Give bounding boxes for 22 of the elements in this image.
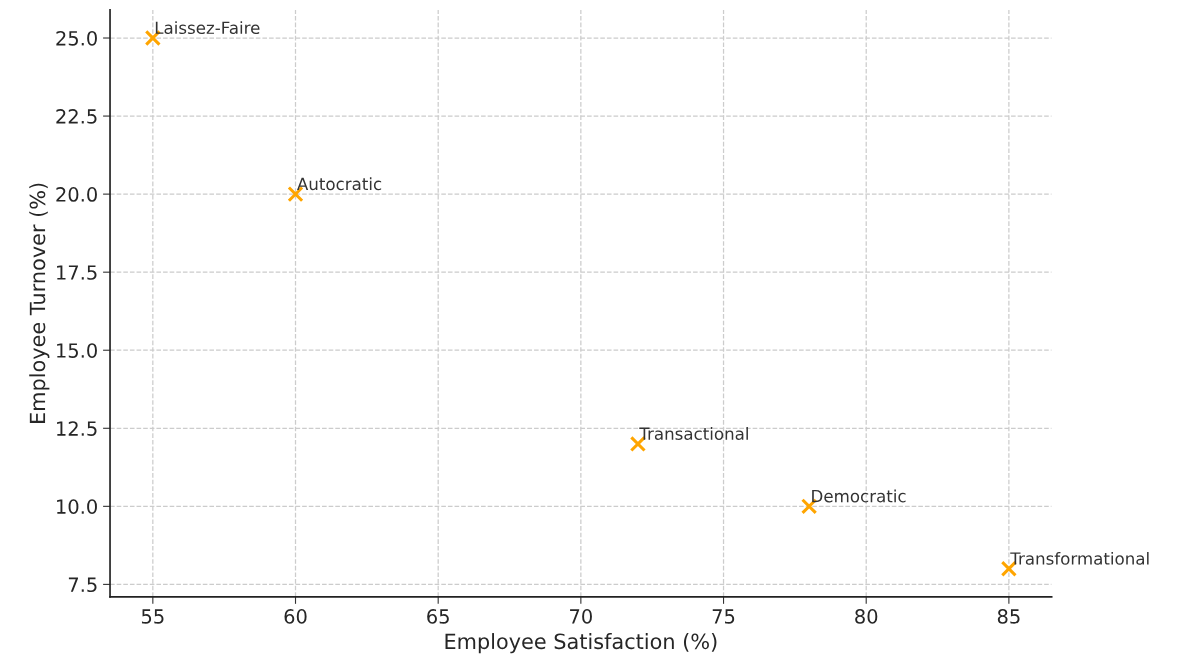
annotation: Transformational xyxy=(1010,551,1149,565)
x-tick-label: 80 xyxy=(855,609,878,624)
x-tick-label: 70 xyxy=(570,609,592,624)
x-tick-label: 75 xyxy=(712,609,735,624)
x-tick-label: 85 xyxy=(997,609,1020,624)
y-tick-label: 22.5 xyxy=(56,109,97,124)
y-tick-label: 15.0 xyxy=(57,343,97,358)
annotation: Autocratic xyxy=(297,177,382,191)
annotation: Democratic xyxy=(812,489,906,503)
x-tick-label: 55 xyxy=(141,609,164,624)
annotation: Transactional xyxy=(639,427,748,440)
y-axis-title: Employee Turnover (%) xyxy=(29,183,50,423)
y-tick-label: 12.5 xyxy=(57,421,97,436)
x-axis-title: Employee Satisfaction (%) xyxy=(445,633,717,654)
y-tick-label: 17.5 xyxy=(57,265,97,280)
y-tick-label: 10.0 xyxy=(57,499,97,514)
x-tick-label: 60 xyxy=(284,609,307,624)
y-tick-label: 25.0 xyxy=(56,30,97,46)
annotation: Laissez-Faire xyxy=(155,21,260,35)
y-tick-label: 7.5 xyxy=(68,577,97,593)
x-tick-label: 65 xyxy=(427,609,449,624)
y-tick-label: 20.0 xyxy=(56,187,97,202)
